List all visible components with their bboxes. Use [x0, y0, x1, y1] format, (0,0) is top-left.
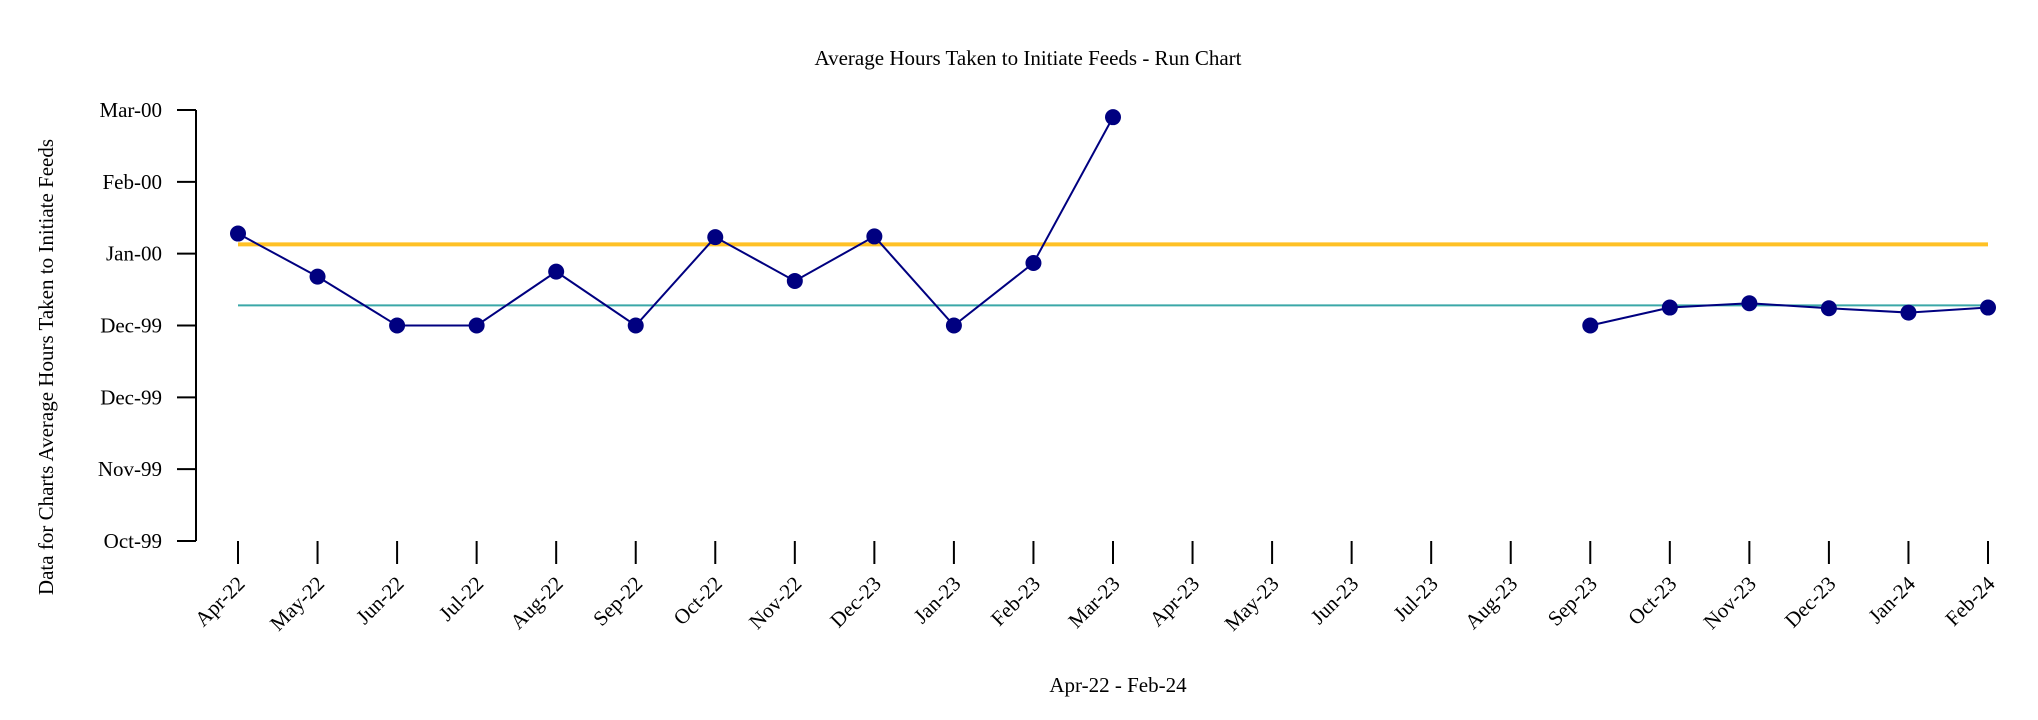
x-tick-label: Dec-23 [825, 572, 886, 633]
x-tick-label: Nov-22 [744, 572, 806, 634]
y-tick-label: Oct-99 [104, 529, 162, 553]
data-point [468, 317, 485, 334]
data-point [1582, 317, 1599, 334]
x-tick-label: Apr-22 [190, 572, 250, 632]
y-tick-label: Dec-99 [100, 385, 162, 409]
data-point [389, 317, 406, 334]
x-tick-label: May-23 [1220, 572, 1284, 636]
data-point [1980, 299, 1996, 316]
x-tick-label: Jun-23 [1306, 572, 1363, 629]
x-tick-label: May-22 [265, 572, 329, 636]
y-tick-label: Mar-00 [99, 98, 162, 122]
x-tick-label: Jul-23 [1389, 572, 1443, 626]
y-tick-label: Feb-00 [103, 170, 163, 194]
data-point [548, 263, 565, 280]
x-tick-label: Feb-24 [1940, 571, 1999, 630]
data-point [1661, 299, 1678, 316]
y-tick-label: Nov-99 [98, 457, 162, 481]
x-tick-label: Sep-22 [588, 572, 647, 631]
x-tick-label: Jan-24 [1863, 571, 1920, 628]
series-line [1590, 302, 1989, 327]
data-point [945, 317, 962, 334]
data-point [1741, 295, 1758, 312]
data-point [786, 272, 803, 289]
reference-lines [238, 242, 1988, 307]
y-tick-label: Jan-00 [106, 242, 162, 266]
x-tick-label: Nov-23 [1699, 572, 1761, 634]
x-tick-label: Sep-23 [1543, 572, 1602, 631]
data-point [309, 268, 326, 285]
x-tick-label: Mar-23 [1063, 572, 1124, 633]
x-tick-label: Feb-23 [986, 572, 1045, 631]
y-axis: Oct-99 Nov-99 Dec-99 Dec-99 Jan-00 Feb-00 Mar-… [98, 98, 197, 553]
data-point [707, 229, 724, 246]
x-tick-label: Aug-23 [1460, 572, 1522, 634]
x-axis: Apr-22 May-22 Jun-22 Jul-22 Aug-22 Sep-22 Oct-… [190, 541, 2000, 636]
series-line [237, 116, 1114, 327]
x-axis-label: Apr-22 - Feb-24 [1049, 673, 1187, 697]
x-tick-label: Oct-22 [669, 572, 727, 630]
x-tick-label: Aug-22 [505, 572, 567, 634]
data-point [866, 228, 883, 245]
data-point [1025, 255, 1042, 272]
x-tick-label: Dec-23 [1780, 572, 1841, 633]
y-axis-label: Data for Charts Average Hours Taken to I… [34, 139, 58, 595]
y-tick-label: Dec-99 [100, 314, 162, 338]
x-tick-label: Jan-23 [909, 572, 966, 629]
data-point [1820, 300, 1837, 317]
x-tick-label: Jun-22 [351, 572, 408, 629]
x-tick-label: Jul-22 [434, 572, 488, 626]
data-point [1105, 109, 1121, 126]
x-tick-label: Apr-23 [1145, 572, 1205, 632]
data-point [627, 317, 644, 334]
x-tick-label: Oct-23 [1623, 572, 1681, 630]
data-series [230, 109, 1996, 334]
data-point [230, 225, 246, 242]
chart-title: Average Hours Taken to Initiate Feeds - … [815, 46, 1242, 70]
data-point [1900, 304, 1917, 321]
